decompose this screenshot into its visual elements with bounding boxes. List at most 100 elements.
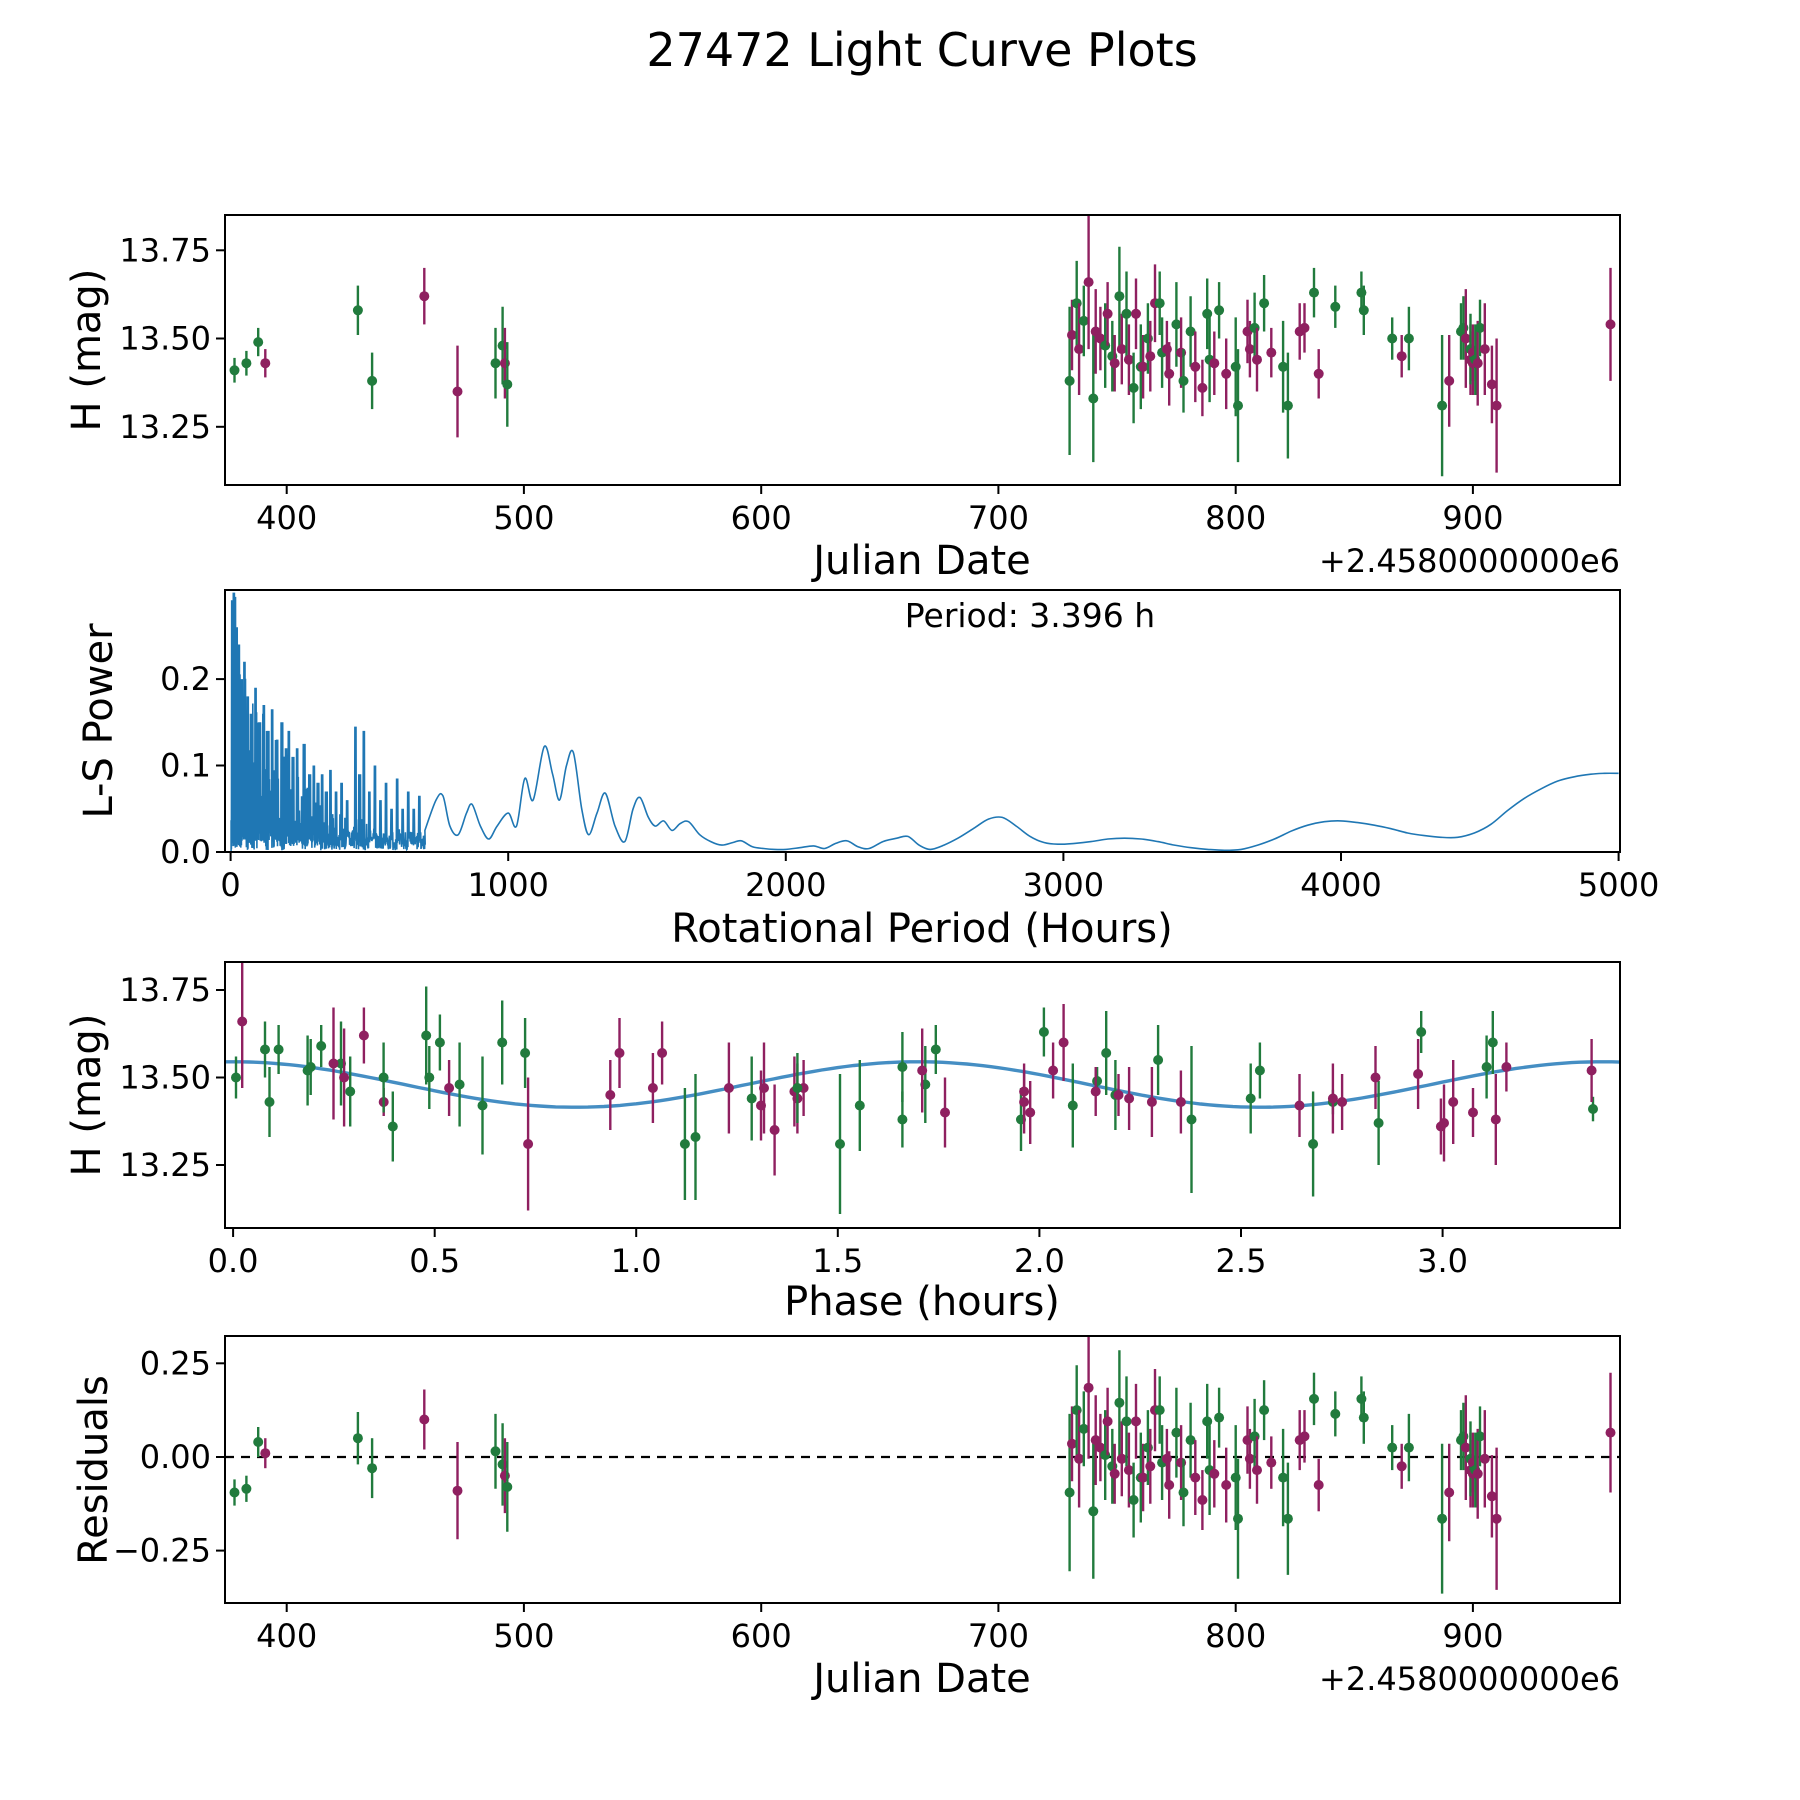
data-point bbox=[1190, 1472, 1201, 1483]
data-point bbox=[1491, 400, 1502, 411]
data-point bbox=[1092, 1076, 1103, 1086]
x-tick-label: 900 bbox=[1442, 1617, 1503, 1655]
data-point bbox=[241, 358, 252, 369]
ylabel-residuals: Residuals bbox=[71, 1375, 117, 1565]
x-tick-label: 0.5 bbox=[409, 1242, 460, 1280]
data-point bbox=[1088, 393, 1099, 404]
data-point bbox=[1586, 1065, 1597, 1076]
data-point bbox=[490, 1446, 501, 1457]
data-point bbox=[1403, 333, 1414, 344]
data-point bbox=[1154, 298, 1165, 309]
data-point bbox=[1153, 1055, 1164, 1065]
data-point bbox=[497, 1037, 508, 1048]
data-point bbox=[1209, 1468, 1220, 1479]
x-tick-label: 700 bbox=[968, 499, 1029, 537]
data-point bbox=[273, 1044, 284, 1055]
data-point bbox=[339, 1072, 350, 1083]
data-point bbox=[1074, 1453, 1085, 1464]
data-point bbox=[1475, 322, 1485, 333]
data-point bbox=[1413, 1069, 1424, 1079]
data-point bbox=[759, 1083, 769, 1093]
data-point bbox=[1439, 1118, 1449, 1128]
data-point bbox=[229, 365, 240, 376]
x-tick-label: 400 bbox=[256, 1617, 317, 1655]
data-point bbox=[1278, 361, 1289, 372]
data-point bbox=[897, 1062, 908, 1072]
xlabel-phase: Phase (hours) bbox=[784, 1279, 1060, 1325]
data-point bbox=[1171, 319, 1182, 330]
data-point bbox=[260, 358, 271, 369]
y-tick-label: 13.50 bbox=[119, 1059, 211, 1097]
data-point bbox=[1266, 347, 1277, 358]
data-point bbox=[1058, 1037, 1069, 1048]
data-point bbox=[769, 1125, 780, 1135]
data-point bbox=[1114, 291, 1125, 302]
x-tick-label: 600 bbox=[731, 499, 792, 537]
data-point bbox=[352, 305, 363, 316]
data-point bbox=[1124, 1093, 1135, 1104]
data-point bbox=[1090, 1086, 1101, 1097]
data-point bbox=[679, 1139, 690, 1149]
data-point bbox=[229, 1487, 240, 1498]
data-point bbox=[1083, 1382, 1094, 1393]
data-point bbox=[1387, 1442, 1398, 1453]
ylabel-h-phase: H (mag) bbox=[64, 1014, 110, 1177]
data-point bbox=[1123, 354, 1134, 365]
data-point bbox=[1078, 315, 1089, 326]
data-point bbox=[1078, 1423, 1089, 1434]
data-point bbox=[1178, 375, 1189, 386]
data-point bbox=[523, 1139, 534, 1149]
data-point bbox=[1327, 1093, 1338, 1104]
data-point bbox=[502, 1481, 513, 1492]
data-point bbox=[260, 1044, 270, 1055]
data-point bbox=[260, 1448, 271, 1459]
data-point bbox=[1102, 308, 1113, 319]
data-point bbox=[1116, 344, 1127, 355]
data-point bbox=[231, 1072, 241, 1083]
data-point bbox=[1131, 1416, 1141, 1427]
data-point bbox=[1202, 1416, 1213, 1427]
data-point bbox=[1202, 308, 1213, 319]
x-tick-label: 2.0 bbox=[1014, 1242, 1065, 1280]
data-point bbox=[421, 1030, 432, 1041]
data-point bbox=[1083, 277, 1094, 288]
data-point bbox=[454, 1079, 465, 1090]
data-point bbox=[1025, 1107, 1036, 1118]
data-point bbox=[1479, 1453, 1490, 1464]
data-point bbox=[1186, 1114, 1197, 1125]
data-point bbox=[1299, 1431, 1310, 1442]
data-point bbox=[1138, 361, 1149, 372]
data-point bbox=[897, 1114, 908, 1125]
data-point bbox=[1064, 1487, 1075, 1498]
x-tick-label: 500 bbox=[493, 499, 554, 537]
data-point bbox=[605, 1090, 616, 1100]
ylabel-ls-power: L-S Power bbox=[76, 623, 122, 819]
panel-periodogram-data bbox=[230, 592, 1619, 852]
data-point bbox=[1161, 344, 1172, 355]
data-point bbox=[1444, 1487, 1455, 1498]
y-tick-label: 13.25 bbox=[119, 408, 211, 446]
data-point bbox=[345, 1086, 356, 1097]
data-point bbox=[1131, 308, 1141, 319]
data-point bbox=[1444, 375, 1455, 386]
data-point bbox=[1178, 1487, 1189, 1498]
data-point bbox=[657, 1048, 668, 1058]
data-point bbox=[1309, 287, 1319, 298]
x-tick-label: 1000 bbox=[467, 866, 548, 904]
data-point bbox=[930, 1044, 941, 1055]
data-point bbox=[940, 1107, 950, 1118]
data-point bbox=[367, 375, 378, 386]
data-point bbox=[1308, 1139, 1319, 1149]
data-point bbox=[358, 1030, 369, 1041]
data-point bbox=[1113, 1090, 1124, 1100]
data-point bbox=[1209, 358, 1220, 369]
data-point bbox=[1266, 1457, 1277, 1468]
data-point bbox=[917, 1065, 928, 1076]
data-point bbox=[1254, 1065, 1265, 1076]
data-point bbox=[1313, 1480, 1324, 1490]
data-point bbox=[1164, 368, 1175, 379]
data-point bbox=[241, 1483, 252, 1494]
x-tick-label: 3.0 bbox=[1417, 1242, 1468, 1280]
data-point bbox=[1259, 298, 1270, 309]
data-point bbox=[1146, 1097, 1157, 1107]
